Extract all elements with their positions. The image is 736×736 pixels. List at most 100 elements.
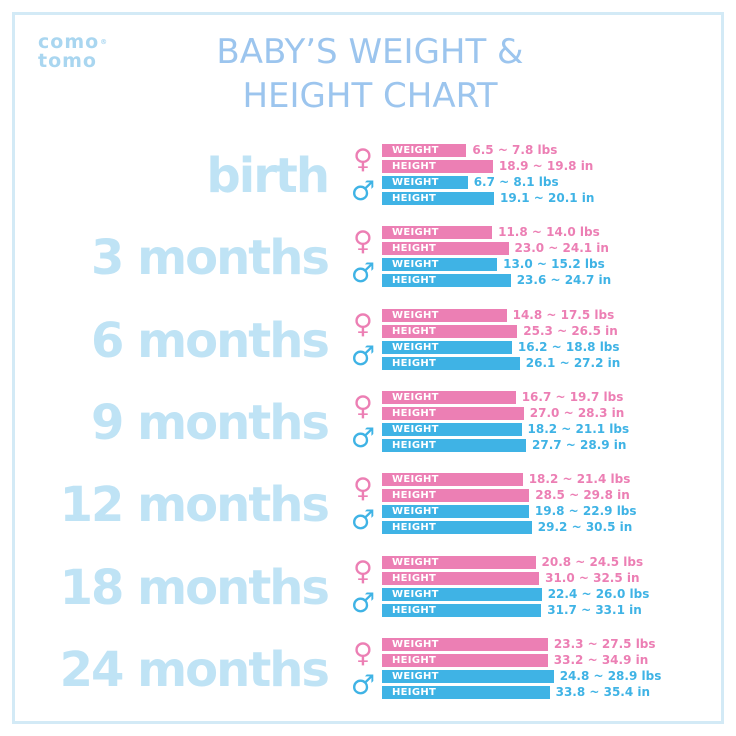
bar-girl-height-6-months: HEIGHT [382, 324, 518, 338]
bar-girl-height-12-months: HEIGHT [382, 489, 530, 503]
bar-boy-height-6-months: HEIGHT [382, 356, 520, 370]
bar-girl-height-birth: HEIGHT [382, 160, 493, 173]
value-label-boy-weight-24-months: 24.8 ~ 28.9 lbs [559, 668, 662, 683]
value-label-girl-weight-18-months: 20.8 ~ 24.5 lbs [541, 554, 644, 569]
bar-boy-weight-24-months: WEIGHT [382, 669, 554, 683]
bar-girl-height-9-months: HEIGHT [382, 406, 524, 420]
value-label-boy-weight-birth: 6.7 ~ 8.1 lbs [473, 175, 559, 189]
female-sign-icon: ♀ [353, 226, 373, 258]
bar-girl-weight-12-months: WEIGHT [382, 473, 523, 487]
bar-label: HEIGHT [392, 490, 437, 502]
bar-label: WEIGHT [392, 588, 439, 600]
bar-label: WEIGHT [392, 259, 439, 271]
bar-label: WEIGHT [392, 506, 439, 518]
bar-girl-weight-6-months: WEIGHT [382, 308, 507, 322]
female-sign-icon: ♀ [353, 308, 373, 340]
male-sign-icon: ♂ [350, 669, 376, 701]
bar-girl-height-24-months: HEIGHT [382, 653, 548, 667]
value-label-boy-height-24-months: 33.8 ~ 35.4 in [555, 684, 651, 699]
value-label-boy-weight-6-months: 16.2 ~ 18.8 lbs [517, 339, 620, 354]
logo-line-2: tomo [38, 50, 97, 72]
value-label-girl-weight-6-months: 14.8 ~ 17.5 lbs [512, 307, 615, 322]
bar-boy-weight-18-months: WEIGHT [382, 587, 542, 601]
bar-girl-height-18-months: HEIGHT [382, 571, 540, 585]
chart-title-line-2: HEIGHT CHART [242, 76, 498, 116]
female-sign-icon: ♀ [353, 637, 373, 669]
bar-label: WEIGHT [392, 341, 439, 353]
value-label-boy-weight-12-months: 19.8 ~ 22.9 lbs [534, 504, 637, 519]
bar-label: HEIGHT [392, 572, 437, 584]
bar-boy-height-3-months: HEIGHT [382, 274, 511, 288]
bar-label: HEIGHT [392, 522, 437, 534]
male-sign-icon: ♂ [350, 587, 376, 619]
male-sign-icon: ♂ [350, 176, 376, 207]
bar-boy-height-12-months: HEIGHT [382, 521, 532, 535]
value-label-girl-height-18-months: 31.0 ~ 32.5 in [545, 570, 640, 585]
bar-label: WEIGHT [392, 309, 439, 321]
male-sign-icon: ♂ [350, 340, 376, 372]
male-sign-icon: ♂ [350, 505, 376, 537]
value-label-girl-height-24-months: 33.2 ~ 34.9 in [553, 652, 649, 667]
female-sign-icon: ♀ [353, 555, 373, 587]
female-sign-icon: ♀ [353, 473, 373, 505]
bar-label: WEIGHT [392, 670, 439, 682]
age-label-6-months: 6 months [91, 312, 330, 369]
chart-title-line-1: BABY’S WEIGHT & [216, 32, 524, 72]
bar-boy-weight-3-months: WEIGHT [382, 258, 498, 272]
age-label-3-months: 3 months [91, 230, 330, 287]
value-label-boy-weight-9-months: 18.2 ~ 21.1 lbs [527, 421, 630, 436]
bar-label: HEIGHT [392, 604, 437, 616]
bar-label: HEIGHT [392, 407, 437, 419]
bar-label: WEIGHT [392, 177, 439, 188]
value-label-girl-height-birth: 18.9 ~ 19.8 in [498, 159, 594, 173]
value-label-boy-height-9-months: 27.7 ~ 28.9 in [532, 437, 627, 452]
male-sign-icon: ♂ [350, 422, 376, 454]
value-label-boy-weight-18-months: 22.4 ~ 26.0 lbs [547, 586, 650, 601]
age-label-birth: birth [206, 148, 330, 204]
age-label-18-months: 18 months [59, 559, 330, 616]
chart-frame [12, 12, 724, 724]
value-label-boy-height-12-months: 29.2 ~ 30.5 in [537, 520, 633, 535]
brand-logo: como® tomo [38, 33, 108, 71]
logo-line-1: como [38, 31, 100, 53]
bar-label: WEIGHT [392, 145, 439, 156]
value-label-girl-weight-12-months: 18.2 ~ 21.4 lbs [528, 472, 631, 487]
bar-girl-height-3-months: HEIGHT [382, 242, 509, 256]
value-label-girl-height-6-months: 25.3 ~ 26.5 in [523, 323, 618, 338]
bar-label: HEIGHT [392, 243, 437, 255]
value-label-girl-height-3-months: 23.0 ~ 24.1 in [514, 241, 609, 256]
bar-label: WEIGHT [392, 423, 439, 435]
bar-boy-height-18-months: HEIGHT [382, 603, 542, 617]
value-label-girl-height-9-months: 27.0 ~ 28.3 in [529, 405, 625, 420]
bar-boy-height-birth: HEIGHT [382, 192, 494, 205]
bar-label: WEIGHT [392, 638, 439, 650]
value-label-boy-height-birth: 19.1 ~ 20.1 in [500, 191, 595, 205]
bar-label: WEIGHT [392, 474, 439, 486]
bar-boy-height-24-months: HEIGHT [382, 685, 550, 699]
value-label-girl-weight-9-months: 16.7 ~ 19.7 lbs [521, 389, 624, 404]
bar-label: WEIGHT [392, 556, 439, 568]
chart-title: BABY’S WEIGHT & HEIGHT CHART [150, 30, 590, 118]
bar-label: HEIGHT [392, 686, 437, 698]
bar-girl-weight-birth: WEIGHT [382, 144, 467, 157]
male-sign-icon: ♂ [350, 258, 376, 290]
bar-label: HEIGHT [392, 439, 437, 451]
bar-label: WEIGHT [392, 227, 439, 239]
value-label-girl-weight-24-months: 23.3 ~ 27.5 lbs [553, 636, 656, 651]
age-label-12-months: 12 months [59, 477, 330, 534]
value-label-girl-height-12-months: 28.5 ~ 29.8 in [535, 488, 630, 503]
bar-label: WEIGHT [392, 391, 439, 403]
bar-label: HEIGHT [392, 275, 437, 287]
bar-label: HEIGHT [392, 193, 437, 204]
value-label-boy-weight-3-months: 13.0 ~ 15.2 lbs [503, 257, 605, 272]
logo-registered-mark: ® [100, 38, 109, 46]
bar-girl-weight-18-months: WEIGHT [382, 555, 536, 569]
bar-boy-weight-12-months: WEIGHT [382, 505, 529, 519]
value-label-boy-height-3-months: 23.6 ~ 24.7 in [516, 273, 612, 288]
female-sign-icon: ♀ [353, 390, 373, 422]
bar-label: HEIGHT [392, 654, 437, 666]
age-label-24-months: 24 months [59, 641, 330, 698]
value-label-boy-height-6-months: 26.1 ~ 27.2 in [525, 355, 621, 370]
value-label-boy-height-18-months: 31.7 ~ 33.1 in [547, 602, 642, 617]
bar-boy-weight-birth: WEIGHT [382, 176, 468, 189]
